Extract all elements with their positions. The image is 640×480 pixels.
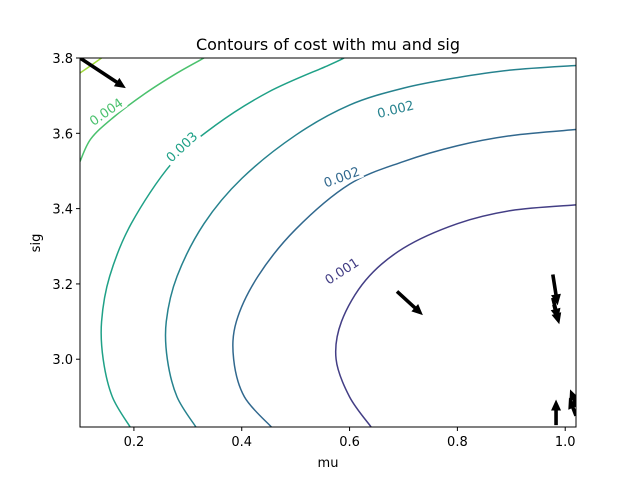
x-tick-label: 0.6 [339,435,360,450]
y-axis: 3.0 3.2 3.4 3.6 3.8 [52,52,80,368]
contour-line-6 [80,58,103,74]
quiver-arrow-7 [568,397,576,417]
quiver-arrows [80,58,576,426]
x-axis: 0.2 0.4 0.6 0.8 1.0 [124,427,576,450]
x-axis-label: mu [318,456,339,471]
contour-line-4 [100,58,345,427]
x-tick-label: 0.4 [231,435,252,450]
quiver-arrow-6 [551,399,562,426]
quiver-arrow-8 [569,389,576,406]
contour-line-3 [164,64,576,427]
quiver-arrow-1 [80,58,126,89]
y-tick-label: 3.6 [52,127,73,142]
x-tick-label: 0.8 [447,435,468,450]
x-tick-label: 1.0 [555,435,576,450]
axes-frame [79,57,577,428]
y-tick-label: 3.2 [52,278,73,293]
contour-line-2 [232,128,576,427]
contour-line-5 [80,58,205,162]
quiver-arrow-2 [395,290,423,316]
quiver-arrow-5 [551,304,562,325]
x-tick-label: 0.2 [124,435,145,450]
chart-title: Contours of cost with mu and sig [196,35,460,54]
y-tick-label: 3.4 [52,203,73,218]
y-tick-label: 3.0 [52,353,73,368]
y-axis-label: sig [29,234,44,253]
plot-content [80,58,576,427]
contour-line-1 [334,204,576,427]
y-tick-label: 3.8 [52,52,73,67]
quiver-arrow-3 [551,274,561,306]
